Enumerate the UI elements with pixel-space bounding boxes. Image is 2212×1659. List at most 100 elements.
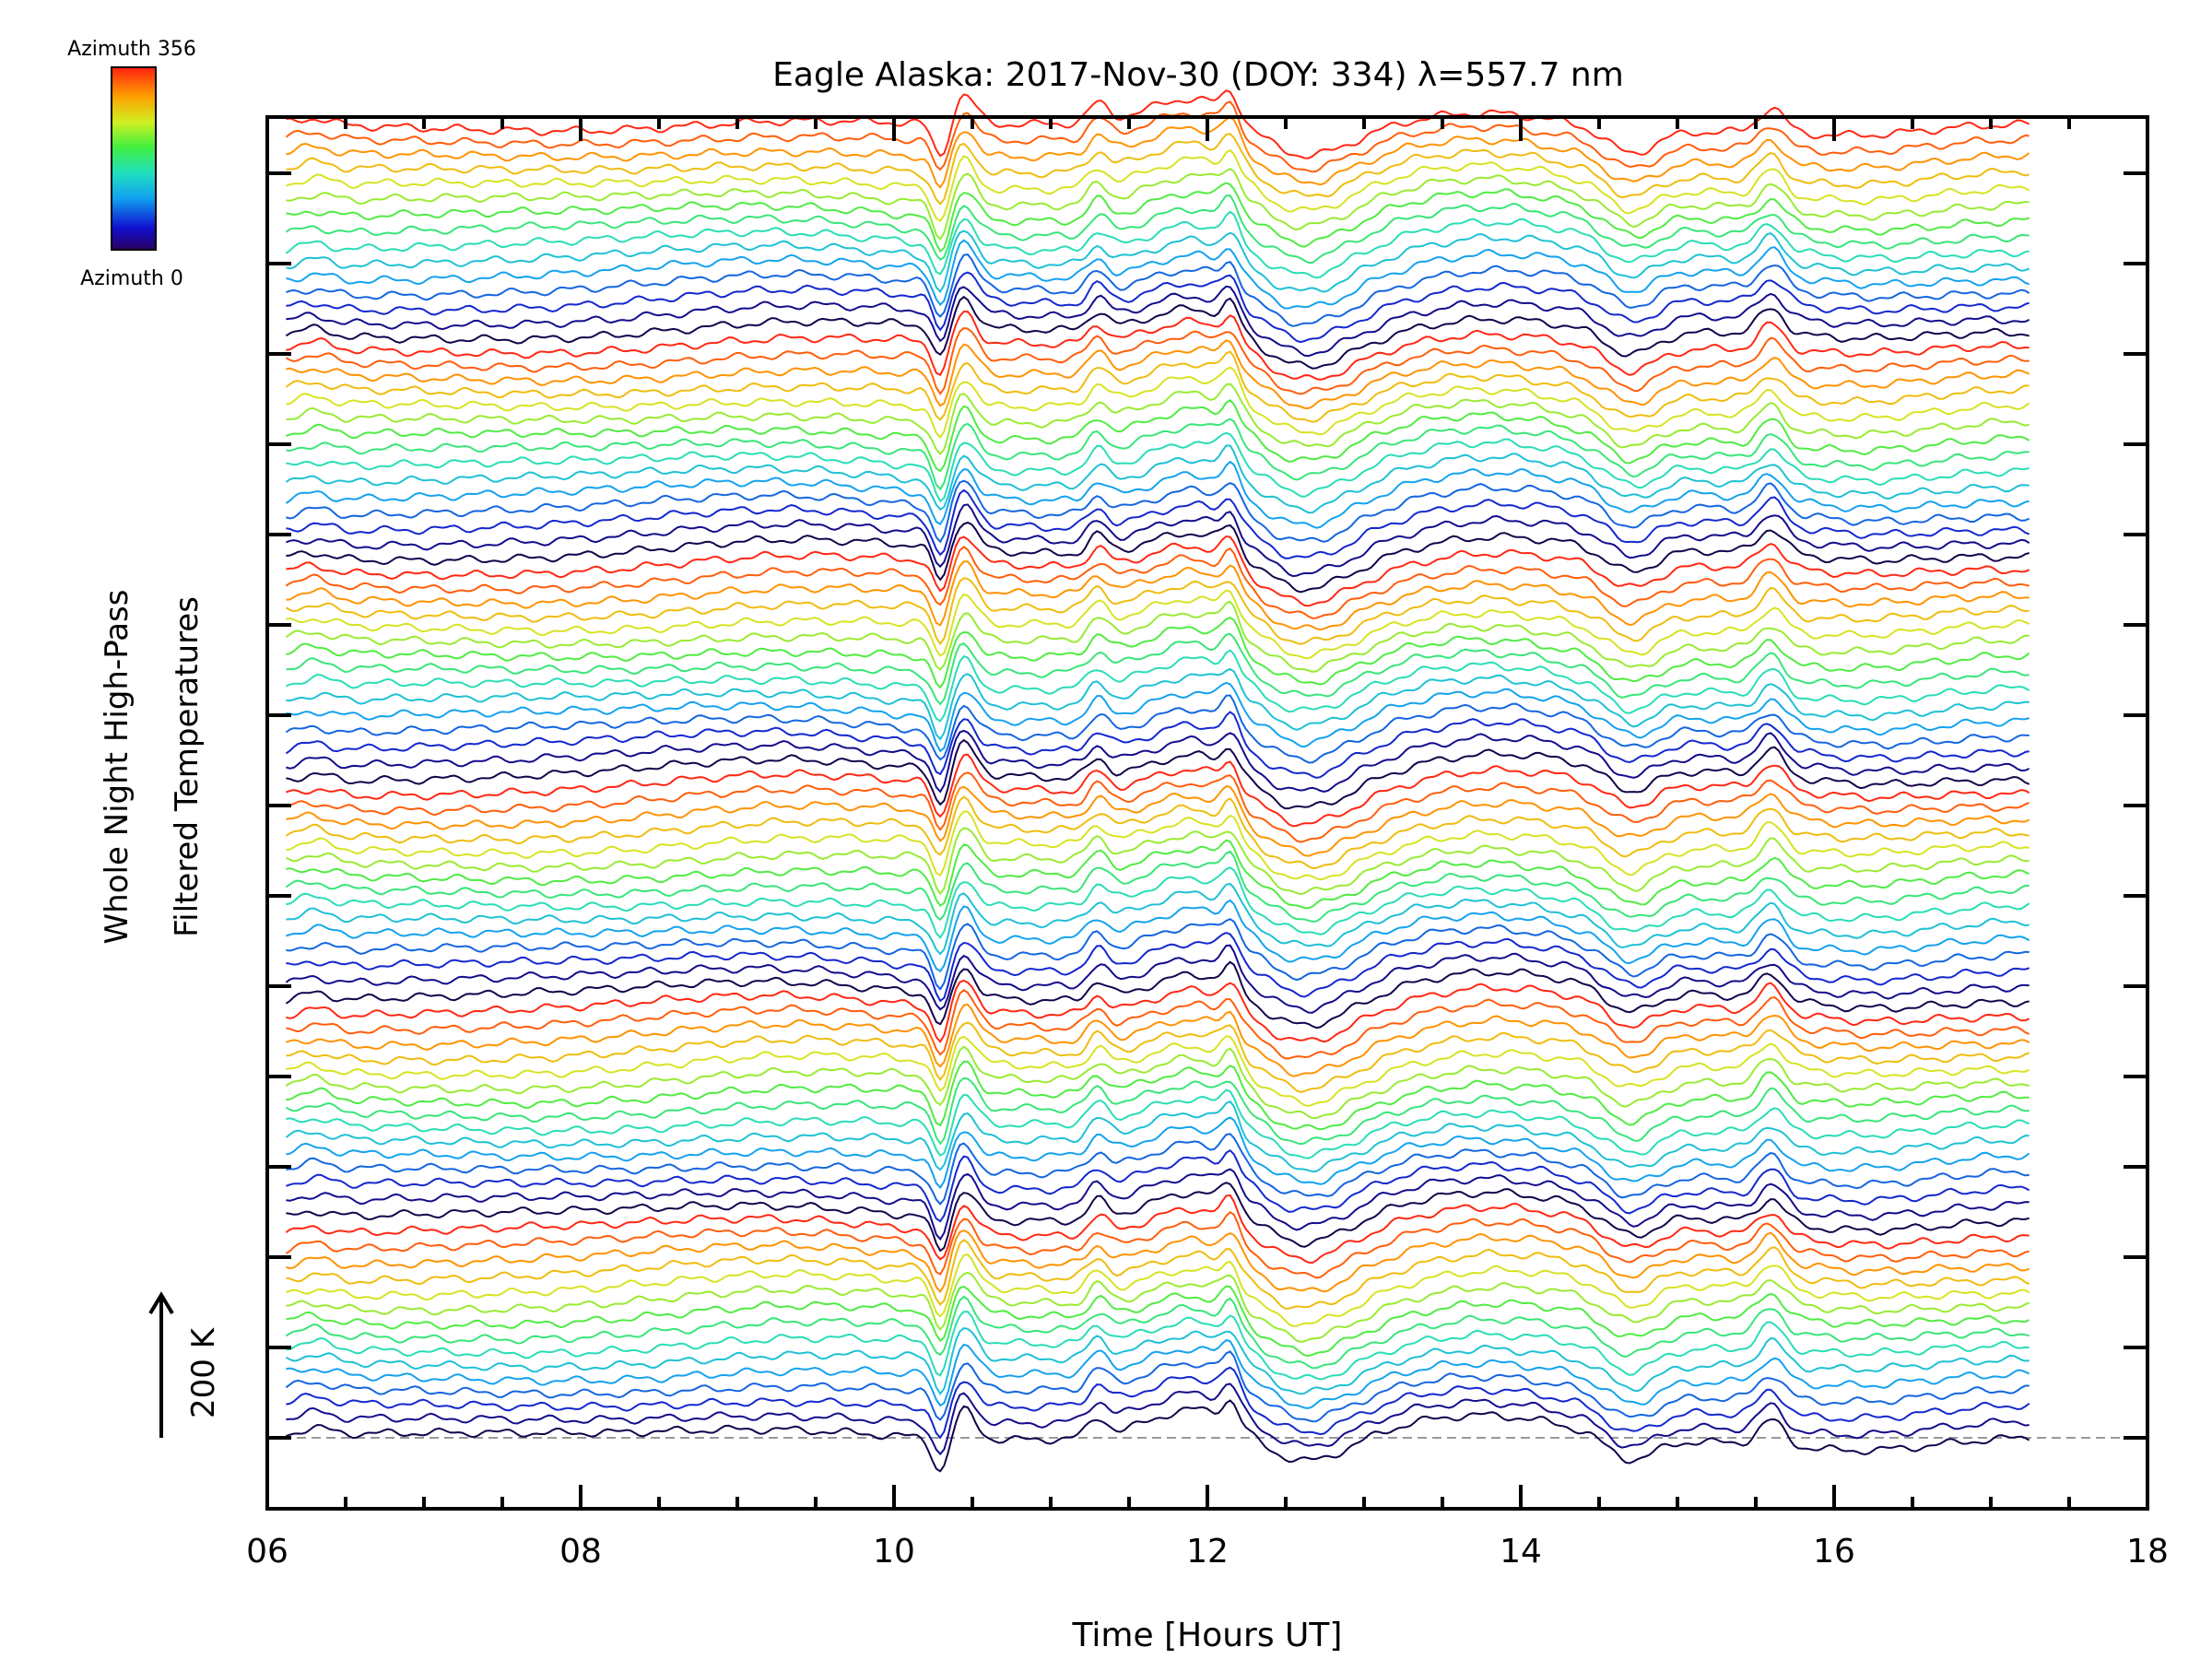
series-line <box>286 681 2030 753</box>
series-line <box>286 932 2030 1003</box>
series-line <box>286 866 2030 939</box>
scale-indicator-label: 200 K <box>185 1326 222 1418</box>
series-line <box>286 589 2030 660</box>
series-line <box>286 399 2030 473</box>
color-bar-gradient <box>111 66 157 251</box>
series-line <box>286 503 2030 578</box>
series-line <box>286 1230 2030 1294</box>
chart-title: Eagle Alaska: 2017-Nov-30 (DOY: 334) λ=5… <box>772 56 1624 94</box>
series-line <box>286 1060 2030 1131</box>
series-line <box>286 753 2030 828</box>
series-line <box>286 168 2030 241</box>
series-line <box>286 366 2030 440</box>
x-tick-label: 14 <box>1500 1533 1542 1571</box>
series-line <box>286 1133 2030 1206</box>
color-bar-top-label: Azimuth 356 <box>67 38 196 61</box>
series-line <box>285 327 2030 395</box>
series-line <box>286 1148 2030 1223</box>
series-line <box>286 1088 2030 1159</box>
series-line <box>285 350 2030 423</box>
color-bar-bottom-label: Azimuth 0 <box>80 267 183 290</box>
series-line <box>286 616 2030 689</box>
series-line <box>286 560 2030 631</box>
series-line <box>286 1182 2030 1253</box>
series-line <box>285 1327 2030 1395</box>
x-tick-label: 10 <box>873 1533 915 1571</box>
series-line <box>286 239 2030 310</box>
series-line <box>285 577 2030 646</box>
series-line <box>285 850 2030 923</box>
series-line <box>286 285 2030 358</box>
series-line <box>285 711 2030 779</box>
series-line <box>285 1194 2030 1265</box>
x-tick-label: 12 <box>1186 1533 1229 1571</box>
series-line <box>286 339 2030 410</box>
series-line <box>286 1311 2030 1381</box>
series-line <box>286 521 2030 594</box>
series-line <box>285 1295 2030 1370</box>
series-line <box>286 488 2030 559</box>
series-line <box>285 1100 2030 1173</box>
series-line <box>286 253 2030 327</box>
series-line <box>286 1366 2030 1440</box>
series-line <box>286 1382 2030 1456</box>
x-tick-label: 18 <box>2126 1533 2169 1571</box>
series-line <box>286 1116 2030 1190</box>
color-bar: Azimuth 356 Azimuth 0 <box>67 38 196 290</box>
series-line <box>285 600 2030 673</box>
series-line <box>285 795 2030 870</box>
y-axis-label: Whole Night High-Pass Filtered Temperatu… <box>99 590 206 945</box>
x-axis: 06 08 10 12 14 16 18 <box>246 117 2169 1571</box>
series-line <box>285 295 2030 370</box>
series-line <box>286 979 2030 1043</box>
series-line <box>285 546 2030 619</box>
series-line <box>286 899 2030 973</box>
series-line <box>286 1239 2030 1310</box>
series-line <box>286 1399 2030 1473</box>
y-axis-label-line-2: Filtered Temperatures <box>169 596 206 937</box>
series-line <box>286 1253 2030 1327</box>
series-line <box>285 694 2030 764</box>
series-line <box>286 1021 2030 1093</box>
series-line <box>286 133 2030 206</box>
series-line <box>286 738 2030 810</box>
series-group <box>285 89 2030 1473</box>
series-line <box>286 418 2030 491</box>
series-line <box>286 229 2030 294</box>
series-line <box>285 827 2030 896</box>
series-line <box>286 785 2030 857</box>
series-line <box>286 1003 2030 1077</box>
series-line <box>286 535 2030 607</box>
series-line <box>285 194 2030 265</box>
series-line <box>286 148 2030 223</box>
series-line <box>286 667 2030 741</box>
series-line <box>286 1168 2030 1241</box>
series-line <box>285 1077 2030 1146</box>
x-tick-label: 06 <box>246 1533 288 1571</box>
series-line <box>286 810 2030 881</box>
series-line <box>285 1350 2030 1423</box>
series-line <box>286 311 2030 381</box>
series-line <box>286 431 2030 503</box>
series-line <box>286 1035 2030 1107</box>
series-line <box>286 882 2030 956</box>
series-line <box>286 89 2030 159</box>
series-line <box>286 1338 2030 1409</box>
series-line <box>286 382 2030 456</box>
x-tick-label: 16 <box>1813 1533 1855 1571</box>
series-line <box>286 271 2030 344</box>
series-line <box>286 839 2030 910</box>
series-line <box>285 1045 2030 1120</box>
series-line <box>286 649 2030 723</box>
y-axis-label-line-1: Whole Night High-Pass <box>99 590 135 945</box>
series-line <box>285 944 2030 1014</box>
series-line <box>286 771 2030 843</box>
x-axis-label: Time [Hours UT] <box>1072 1617 1343 1654</box>
series-line <box>285 1210 2030 1279</box>
series-line <box>286 632 2030 706</box>
y-axis <box>267 171 2147 1440</box>
scale-indicator: 200 K <box>148 1291 222 1438</box>
series-line <box>286 116 2030 189</box>
series-line <box>286 729 2030 794</box>
